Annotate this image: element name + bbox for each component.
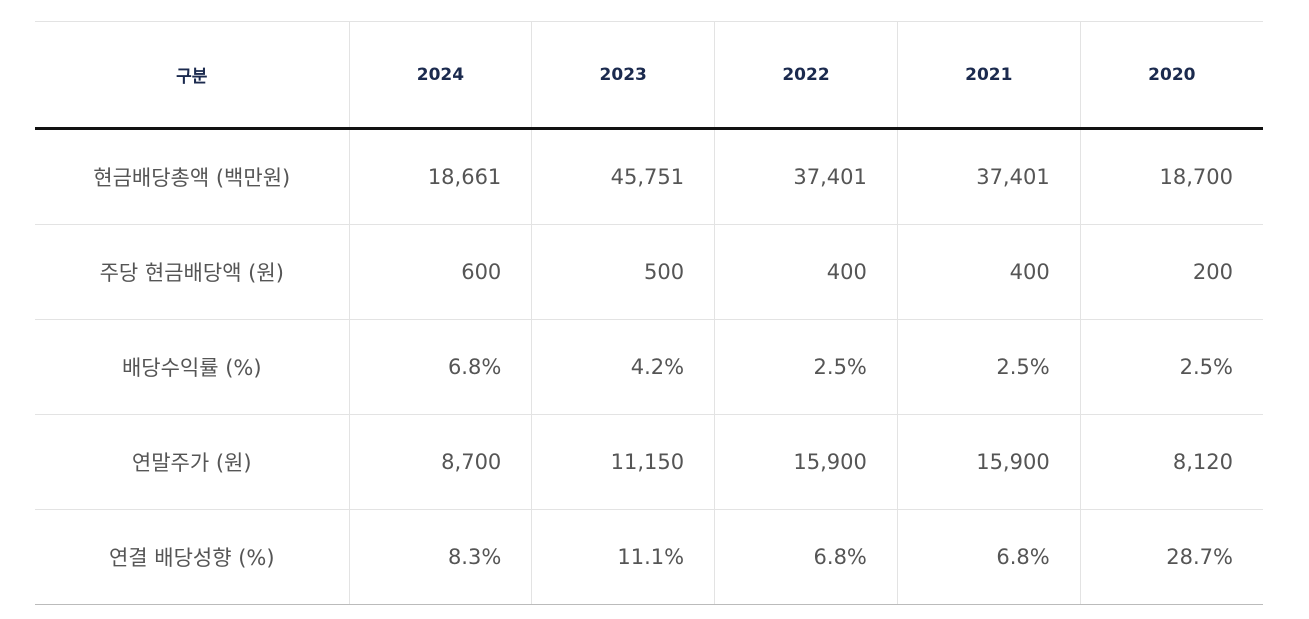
cell-value: 11.1%	[531, 509, 715, 605]
cell-value: 200	[1079, 224, 1263, 320]
cell-value: 2.5%	[896, 319, 1081, 415]
table-row: 현금배당총액 (백만원) 18,661 45,751 37,401 37,401 18,7…	[35, 128, 1263, 225]
row-label: 연결 배당성향 (%)	[35, 509, 349, 605]
cell-value: 2.5%	[714, 319, 898, 415]
cell-value: 18,700	[1079, 128, 1263, 225]
table-header: 구분 2024 2023 2022 2021 2020	[35, 21, 1263, 130]
cell-value: 28.7%	[1079, 509, 1263, 605]
table-row: 배당수익률 (%) 6.8% 4.2% 2.5% 2.5% 2.5%	[35, 319, 1263, 415]
cell-value: 500	[531, 224, 715, 320]
header-label: 구분	[35, 21, 349, 130]
row-label: 배당수익률 (%)	[35, 319, 349, 415]
cell-value: 4.2%	[531, 319, 715, 415]
header-year: 2022	[714, 21, 898, 130]
cell-value: 15,900	[714, 414, 898, 510]
table-body: 현금배당총액 (백만원) 18,661 45,751 37,401 37,401 18,7…	[35, 128, 1263, 605]
header-year: 2024	[348, 21, 532, 130]
cell-value: 8.3%	[348, 509, 532, 605]
cell-value: 2.5%	[1079, 319, 1263, 415]
cell-value: 37,401	[896, 128, 1081, 225]
cell-value: 400	[714, 224, 898, 320]
table-row: 연말주가 (원) 8,700 11,150 15,900 15,900 8,120	[35, 414, 1263, 510]
row-label: 현금배당총액 (백만원)	[35, 128, 349, 225]
header-year: 2021	[896, 21, 1081, 130]
header-year: 2020	[1079, 21, 1263, 130]
table-row: 주당 현금배당액 (원) 600 500 400 400 200	[35, 224, 1263, 320]
dividend-table-container: 구분 2024 2023 2022 2021 2020 현금배당총액 (백만원) 18,66…	[35, 21, 1263, 605]
row-label: 연말주가 (원)	[35, 414, 349, 510]
cell-value: 6.8%	[714, 509, 898, 605]
cell-value: 37,401	[714, 128, 898, 225]
header-year: 2023	[531, 21, 715, 130]
cell-value: 11,150	[531, 414, 715, 510]
cell-value: 6.8%	[896, 509, 1081, 605]
cell-value: 8,700	[348, 414, 532, 510]
cell-value: 18,661	[348, 128, 532, 225]
cell-value: 8,120	[1079, 414, 1263, 510]
cell-value: 600	[348, 224, 532, 320]
row-label: 주당 현금배당액 (원)	[35, 224, 349, 320]
cell-value: 15,900	[896, 414, 1081, 510]
cell-value: 45,751	[531, 128, 715, 225]
cell-value: 400	[896, 224, 1081, 320]
header-row: 구분 2024 2023 2022 2021 2020	[35, 21, 1263, 130]
cell-value: 6.8%	[348, 319, 532, 415]
dividend-table: 구분 2024 2023 2022 2021 2020 현금배당총액 (백만원) 18,66…	[35, 21, 1263, 605]
table-row: 연결 배당성향 (%) 8.3% 11.1% 6.8% 6.8% 28.7%	[35, 509, 1263, 605]
